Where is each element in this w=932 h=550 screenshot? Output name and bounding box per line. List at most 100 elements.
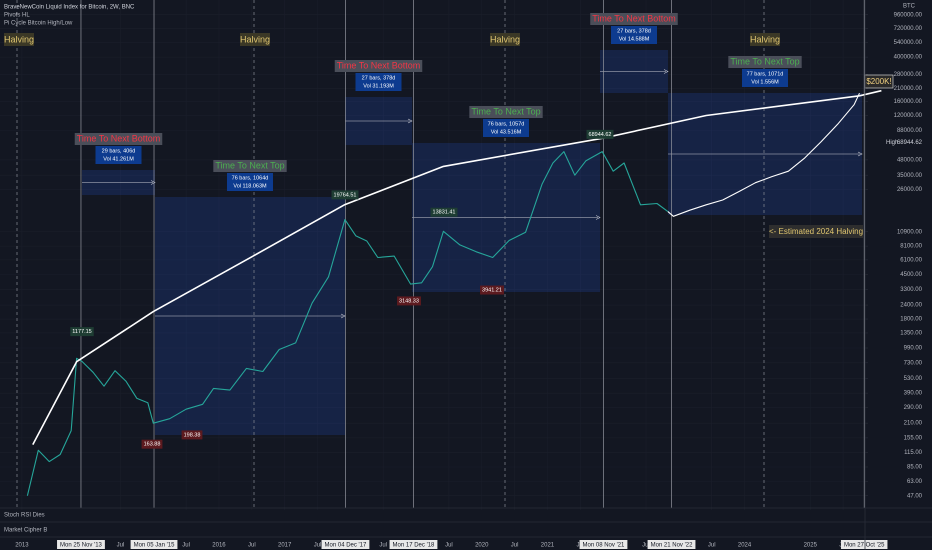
y-tick-label: 35000.00: [897, 173, 923, 179]
estimated-halving: <- Estimated 2024 Halving: [769, 227, 863, 236]
y-tick-label: 88000.00: [897, 128, 923, 134]
x-tick-label: Jul: [445, 543, 453, 549]
pane-title: Stoch RSI Dies: [4, 513, 45, 519]
y-tick-label: 540000.00: [894, 40, 923, 46]
y-tick-label: 26000.00: [897, 187, 923, 193]
pivot-label: 198.38: [184, 432, 201, 438]
cycle-volume: Vol 14.588M: [619, 36, 650, 42]
x-tick-label-bg: [389, 540, 438, 549]
y-tick-label: 115.00: [904, 450, 923, 456]
indicator-name: Pi Cycle Bitcoin High/Low: [4, 21, 73, 27]
high-marker-label: High: [886, 140, 898, 146]
halving-label-bg: [750, 33, 780, 46]
cycle-bars: 27 bars, 378d: [617, 28, 651, 34]
y-tick-label: 280000.00: [894, 72, 923, 78]
x-tick-label: Mon 04 Dec '17: [325, 543, 367, 549]
x-tick-label: 2013: [15, 543, 29, 549]
cycle-boxes: [82, 50, 863, 435]
y-tick-label: 85.00: [907, 465, 923, 471]
x-tick-label: Mon 17 Dec '18: [393, 543, 435, 549]
cycle-title: Time To Next Top: [471, 106, 540, 116]
x-tick-label: Jul: [117, 543, 125, 549]
cycle-stats-bg: [483, 119, 529, 137]
cycle-title: Time To Next Bottom: [337, 60, 421, 70]
halving-label-bg: [240, 33, 270, 46]
cycle-title-bg: [469, 106, 543, 118]
cycle-stats-bg: [611, 26, 657, 44]
pivot-label: 3148.33: [399, 298, 419, 304]
x-tick-label-bg: [579, 540, 628, 549]
halving-label-bg: [490, 33, 520, 46]
y-tick-label: 2400.00: [900, 303, 922, 309]
pivot-label-bg: [480, 285, 504, 295]
x-tick-label: Jul: [314, 543, 322, 549]
halving-label-bg: [4, 33, 34, 46]
x-tick-label-bg: [840, 540, 888, 549]
estimated-halving-bg: [769, 225, 863, 238]
cycle-arrow-head: [340, 313, 346, 319]
cycle-title-bg: [334, 60, 423, 72]
y-tick-label: 10900.00: [897, 229, 923, 235]
cycle-arrow-head: [857, 151, 863, 157]
y-tick-label: 3300.00: [900, 287, 922, 293]
cycle-title-bg: [590, 13, 678, 25]
pivot-label-bg: [70, 327, 94, 337]
x-tick-label: 2016: [212, 543, 226, 549]
halving-label: Halving: [4, 34, 34, 44]
cycle-stats-bg: [227, 173, 273, 191]
y-tick-label: 390.00: [904, 391, 923, 397]
cycle-volume: Vol 31.193M: [363, 83, 394, 89]
cycle-title: Time To Next Bottom: [77, 133, 161, 143]
cycle-volume: Vol 118.063M: [233, 183, 267, 189]
y-tick-label: 4500.00: [900, 272, 922, 278]
cycle-bars: 27 bars, 378d: [362, 75, 396, 81]
pivot-label: 1177.15: [72, 329, 91, 335]
x-tick-label: 2025: [804, 543, 818, 549]
pivot-label: 163.88: [144, 442, 161, 448]
x-tick-label: Mon 21 Nov '22: [651, 543, 693, 549]
cycle-title-bg: [74, 133, 163, 145]
y-tick-label: 155.00: [904, 435, 923, 441]
cycle-title: Time To Next Top: [730, 56, 799, 66]
halving-labels: Halving Halving Halving Halving: [4, 33, 780, 46]
x-tick-label-bg: [57, 540, 105, 549]
pivot-label: 19764.51: [334, 192, 357, 198]
x-tick-label: 2021: [541, 543, 555, 549]
cycle-arrow-head: [595, 215, 601, 220]
pivot-label-bg: [586, 129, 614, 139]
y-tick-label: 210000.00: [894, 86, 923, 92]
cycle-title: Time To Next Top: [215, 160, 284, 170]
y-tick-label: 210.00: [904, 421, 923, 427]
x-tick-label: Jul: [708, 543, 716, 549]
y-tick-label: 960000.00: [894, 12, 923, 18]
cycle-volume: Vol 41.261M: [103, 156, 134, 162]
y-tick-label: 6100.00: [900, 257, 922, 263]
cycle-stats-bg: [742, 69, 788, 87]
x-tick-label: Jul: [182, 543, 190, 549]
cycle-stats-bg: [95, 146, 142, 164]
price-line: [26, 151, 669, 496]
x-tick-label: Mon 27 Oct '25: [844, 543, 885, 549]
cycle-arrow-head: [150, 180, 156, 185]
cycle-title-bg: [213, 160, 287, 172]
y-tick-label: 290.00: [904, 405, 923, 411]
pivot-label: 3941.21: [482, 287, 502, 293]
pivot-label: 68944.62: [589, 132, 612, 138]
pivot-label-bg: [331, 190, 359, 200]
y-tick-label: 1350.00: [900, 331, 922, 337]
y-tick-label: 120000.00: [894, 113, 923, 119]
x-tick-label: Jul: [248, 543, 256, 549]
y-tick-label: 530.00: [904, 376, 923, 382]
cycle-title: Time To Next Bottom: [592, 13, 676, 23]
labels: 960000.00 720000.00 540000.00 400000.00 2800…: [15, 12, 923, 549]
x-tick-label: Jul: [511, 543, 519, 549]
cycle-title-bg: [728, 56, 802, 68]
halving-label: Halving: [750, 34, 780, 44]
x-tick-label-bg: [647, 540, 696, 549]
y-tick-label: 990.00: [904, 346, 923, 352]
x-tick-label: Mon 08 Nov '21: [583, 543, 625, 549]
x-tick-label: 2020: [475, 543, 489, 549]
